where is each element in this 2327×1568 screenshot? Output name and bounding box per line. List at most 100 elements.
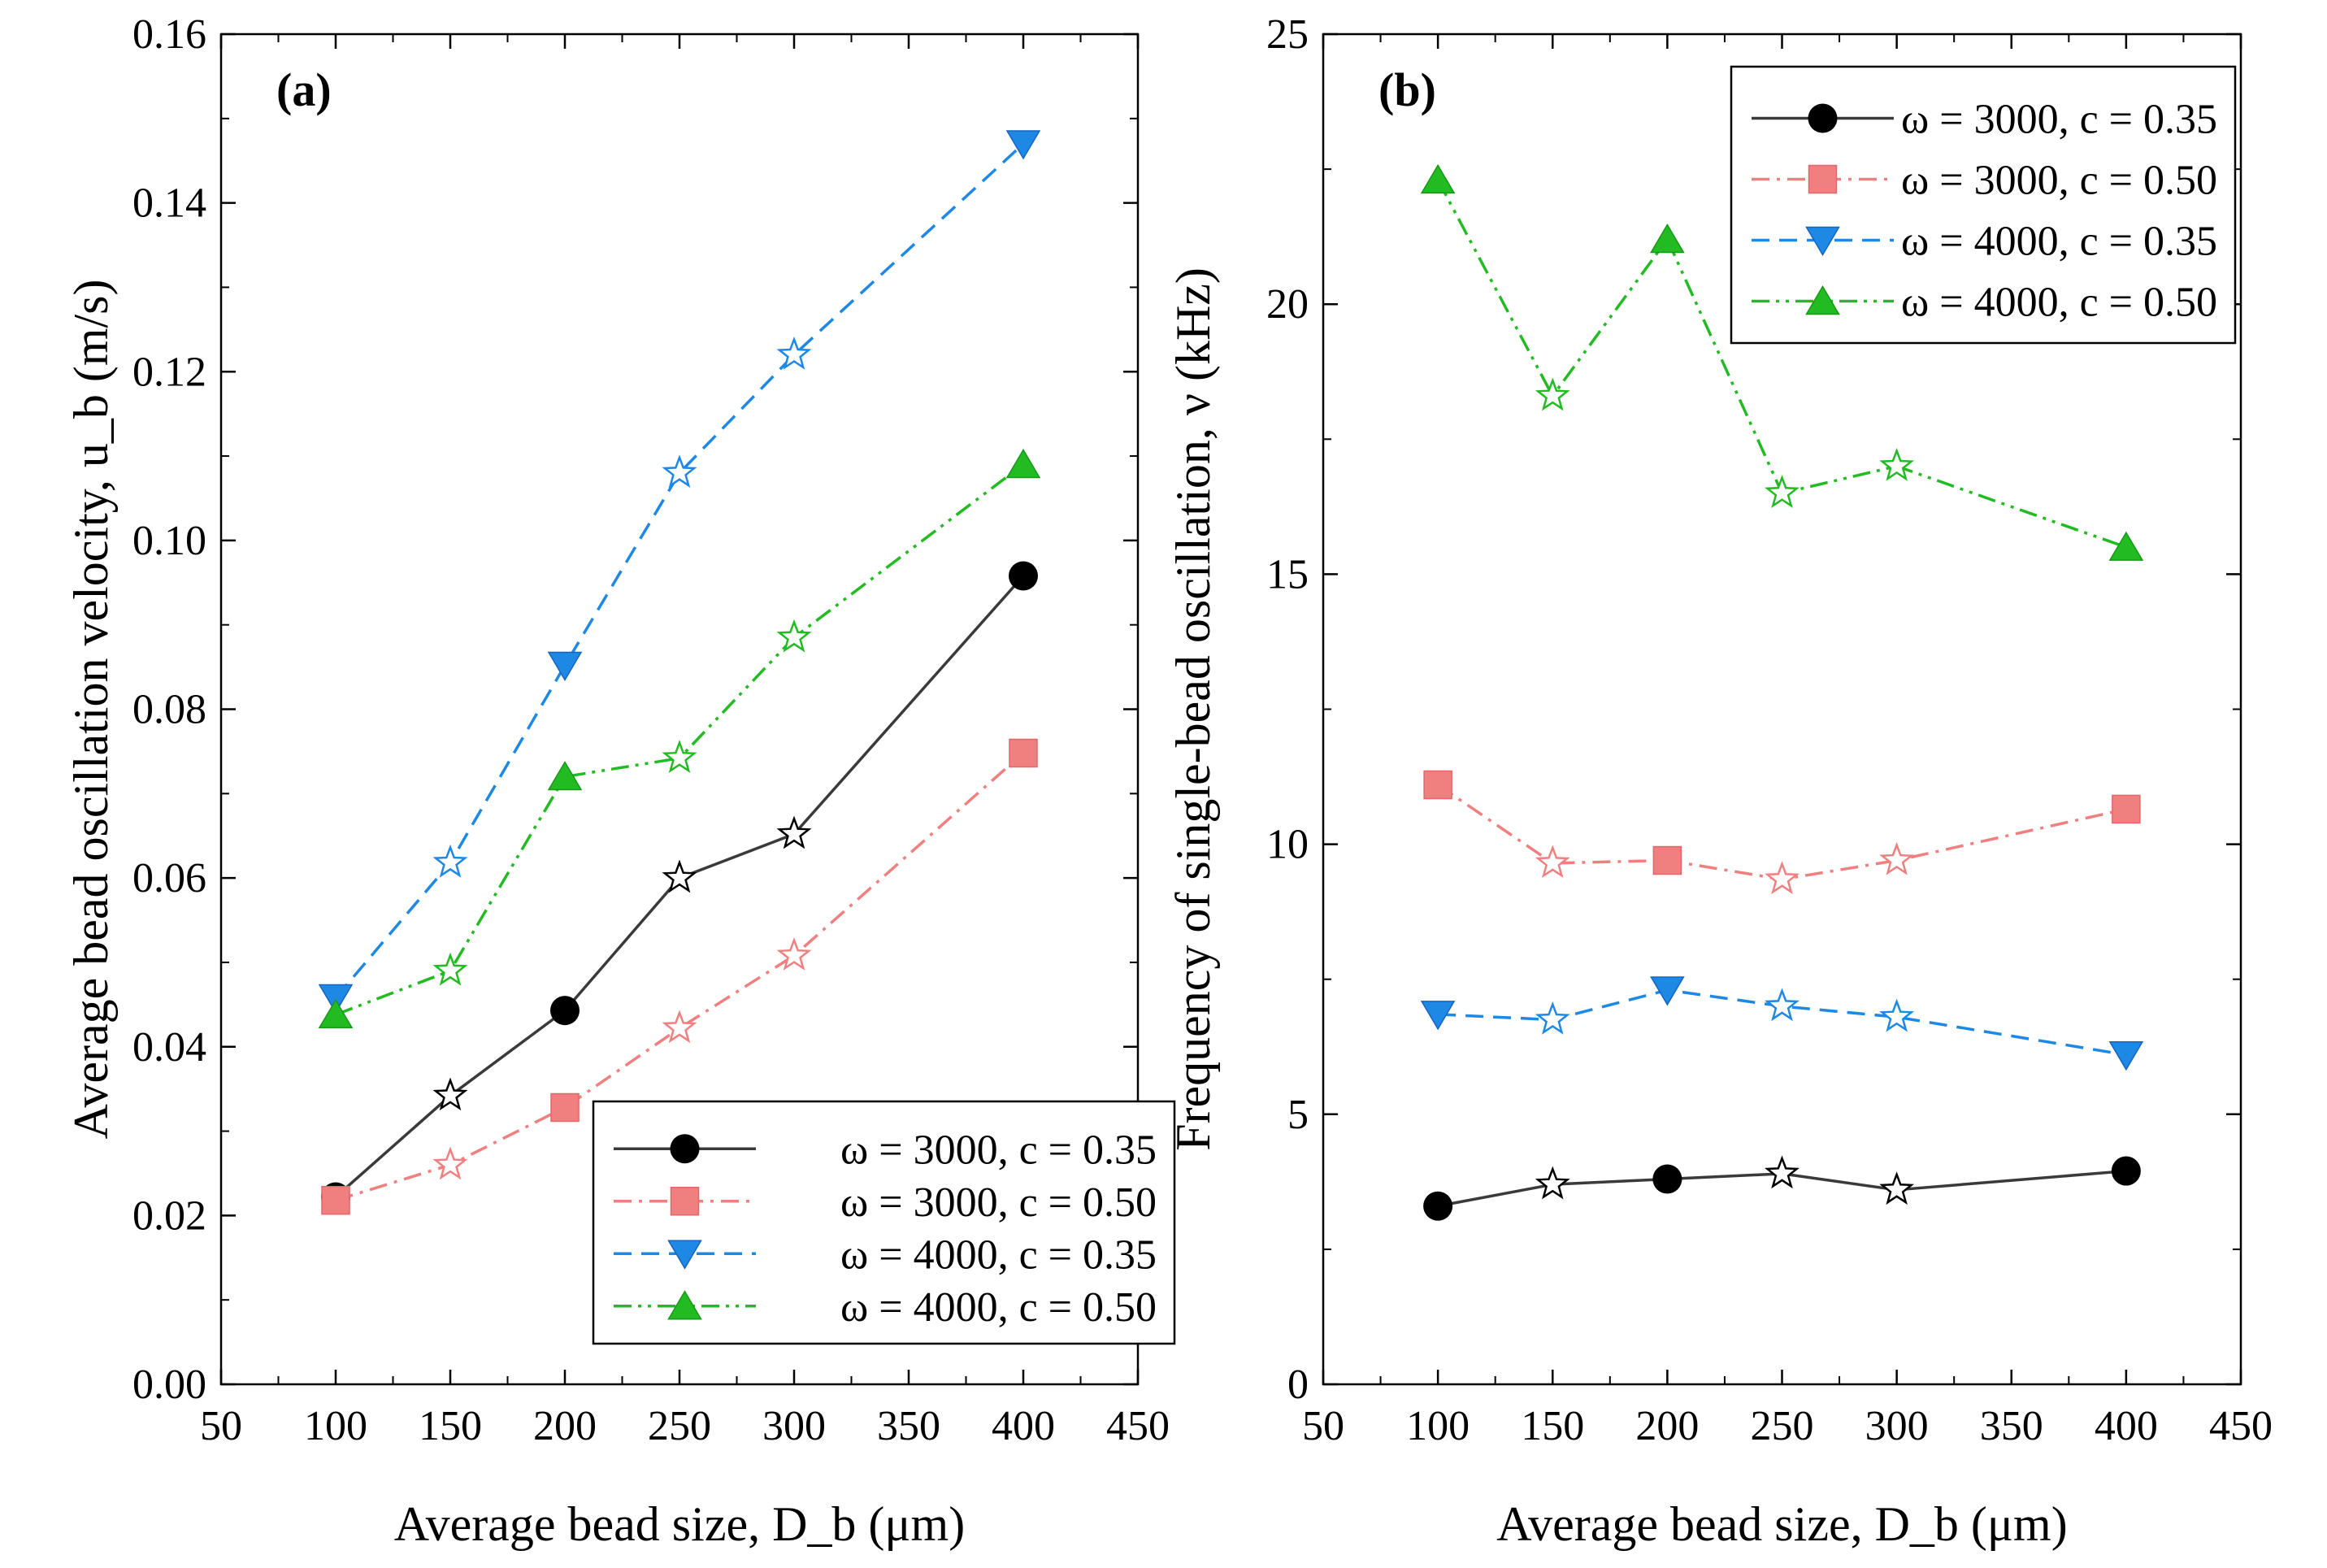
- y-tick-label: 0.16: [132, 11, 206, 58]
- y-tick-label: 20: [1266, 281, 1309, 328]
- x-tick-label: 100: [304, 1403, 367, 1449]
- data-point-star: [662, 1010, 697, 1044]
- data-point: [1420, 163, 1456, 194]
- x-tick-label: 150: [419, 1403, 482, 1449]
- x-tick-label: 400: [2095, 1403, 2158, 1449]
- panel-b: 50 100 150 200 250 300 350 400 450 0 5 10 15 20 25 (b) A…: [1166, 11, 2273, 1551]
- series-1: [321, 738, 1038, 1215]
- x-tick-label: 450: [1106, 1403, 1170, 1449]
- x-tick-label: 350: [877, 1403, 940, 1449]
- data-point-star: [776, 619, 812, 653]
- legend-marker: [670, 1187, 700, 1216]
- series-line: [1437, 1169, 2127, 1208]
- legend: ω = 3000, c = 0.35 ω = 3000, c = 0.50 ω = …: [1730, 65, 2237, 345]
- y-tick-label: 0.06: [132, 855, 206, 901]
- x-axis-title: Average bead size, D_b (μm): [394, 1497, 965, 1551]
- panel-label: (a): [276, 63, 332, 116]
- data-point-star: [1765, 861, 1800, 895]
- data-point: [1005, 448, 1041, 479]
- data-point: [547, 651, 583, 681]
- data-point-star: [662, 454, 697, 489]
- series-line: [1436, 179, 2127, 549]
- x-tick-label: 200: [1635, 1403, 1699, 1449]
- series-line: [1437, 784, 2127, 881]
- y-tick-label: 15: [1266, 551, 1309, 597]
- y-tick-label: 0.14: [132, 180, 206, 227]
- y-tick-label: 10: [1266, 822, 1309, 868]
- data-point-star: [1764, 475, 1800, 508]
- data-point-star: [1879, 841, 1915, 875]
- legend-label: ω = 4000, c = 0.35: [840, 1231, 1157, 1278]
- x-tick-label: 150: [1521, 1403, 1584, 1449]
- data-point-star: [1535, 377, 1570, 411]
- data-point: [2112, 794, 2141, 824]
- data-point: [1652, 1164, 1682, 1194]
- x-tick-label: 50: [1302, 1403, 1344, 1449]
- x-tick-label: 250: [1751, 1403, 1814, 1449]
- data-point-star: [776, 336, 812, 370]
- y-tick-label: 0.02: [132, 1192, 206, 1239]
- data-point-star: [1879, 998, 1915, 1032]
- data-point-star: [432, 844, 468, 878]
- x-tick-label: 400: [992, 1403, 1055, 1449]
- series-3: [318, 448, 1041, 1029]
- legend-label: ω = 4000, c = 0.35: [1901, 219, 2217, 265]
- series-2: [318, 130, 1041, 1014]
- y-tick-label: 25: [1266, 11, 1309, 58]
- x-tick-label: 300: [1865, 1403, 1929, 1449]
- legend-label: ω = 3000, c = 0.50: [1901, 158, 2217, 204]
- legend-label: ω = 4000, c = 0.50: [1901, 280, 2217, 326]
- series-line: [335, 752, 1025, 1202]
- x-tick-label: 50: [200, 1403, 242, 1449]
- legend-marker: [667, 1240, 702, 1270]
- legend-marker: [667, 1290, 702, 1320]
- data-point: [1005, 130, 1041, 160]
- data-point: [2108, 531, 2144, 561]
- data-point: [1423, 770, 1452, 800]
- x-axis-title: Average bead size, D_b (μm): [1496, 1497, 2067, 1551]
- data-point-star: [432, 952, 468, 986]
- data-point-star: [1535, 1001, 1570, 1035]
- series-line: [1438, 988, 2127, 1057]
- data-point-star: [662, 859, 697, 893]
- legend-label: ω = 4000, c = 0.50: [840, 1284, 1157, 1331]
- data-point-star: [432, 1077, 468, 1111]
- series-3: [1420, 163, 2144, 561]
- y-tick-label: 5: [1287, 1092, 1309, 1138]
- series-0: [1423, 1155, 2141, 1221]
- legend-label: ω = 3000, c = 0.35: [840, 1127, 1157, 1173]
- data-point: [318, 984, 354, 1014]
- series-1: [1423, 770, 2141, 895]
- series-2: [1420, 976, 2144, 1071]
- legend-label: ω = 3000, c = 0.35: [1901, 97, 2217, 143]
- legend-marker: [1808, 103, 1838, 133]
- y-tick-label: 0.00: [132, 1362, 206, 1408]
- y-axis-title: Average bead oscillation velocity, u_b (…: [64, 280, 118, 1140]
- data-point: [1009, 738, 1038, 768]
- data-point: [1009, 561, 1038, 591]
- y-tick-label: 0.10: [132, 518, 206, 564]
- y-tick-label: 0.04: [132, 1024, 206, 1071]
- data-point: [2111, 1156, 2141, 1186]
- data-point-star: [1535, 1166, 1570, 1200]
- series-line: [334, 142, 1025, 999]
- data-point-star: [1765, 1155, 1800, 1189]
- data-point-star: [776, 937, 812, 971]
- series-line: [335, 463, 1025, 1016]
- y-tick-label: 0.12: [132, 349, 206, 395]
- data-point-star: [1535, 845, 1570, 879]
- data-point-star: [1879, 447, 1915, 481]
- legend-marker: [1808, 164, 1838, 194]
- panel-a: 50 100 150 200 250 300 350 400 450 0.00 0.02 0.04 0.…: [64, 11, 1176, 1551]
- x-tick-label: 250: [648, 1403, 711, 1449]
- x-tick-label: 100: [1406, 1403, 1470, 1449]
- data-point: [547, 761, 583, 791]
- x-tick-label: 350: [1980, 1403, 2043, 1449]
- data-point: [550, 996, 580, 1026]
- legend-marker: [1805, 226, 1840, 256]
- data-point-star: [776, 815, 812, 849]
- panel-label: (b): [1378, 63, 1436, 116]
- data-point: [1650, 223, 1685, 254]
- x-tick-label: 450: [2209, 1403, 2273, 1449]
